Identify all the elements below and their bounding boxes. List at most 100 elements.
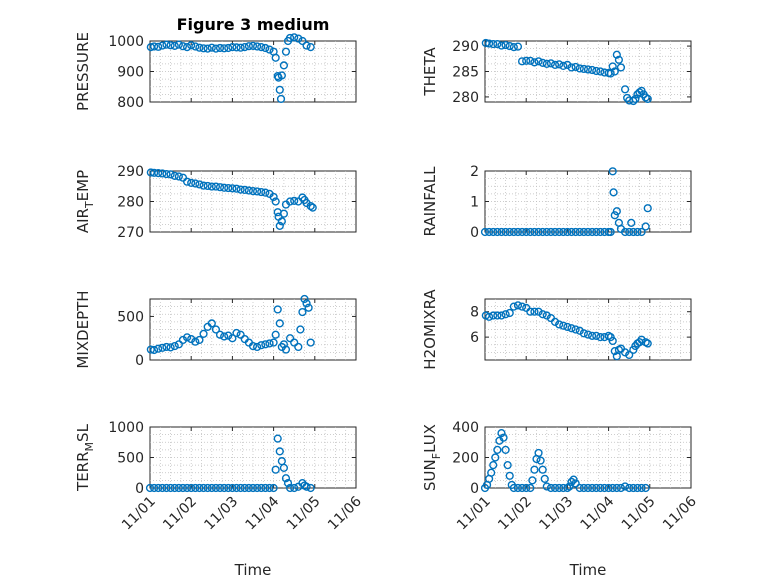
data-point	[283, 479, 293, 488]
data-point	[509, 42, 518, 52]
data-point	[240, 42, 249, 52]
data-point	[530, 465, 539, 474]
subplot-h2omixra: 6 8 H2OMIXRA	[421, 289, 692, 370]
y-tick-label: 500	[117, 451, 144, 467]
data-point	[493, 445, 502, 454]
data-point	[637, 227, 646, 237]
data-point	[224, 331, 233, 340]
data-point	[232, 483, 241, 493]
x-tick-label: 11/01	[454, 494, 494, 534]
data-point	[166, 483, 175, 493]
data-point	[538, 227, 547, 237]
data-point	[635, 88, 644, 97]
data-point	[643, 94, 652, 104]
data-point	[612, 483, 621, 493]
data-point	[236, 483, 245, 493]
data-point	[480, 227, 490, 237]
data-point	[550, 483, 560, 493]
data-point	[261, 340, 270, 349]
data-point	[174, 483, 183, 493]
y-tick-label: 2	[470, 164, 479, 180]
y-axis-label: THETA	[421, 47, 439, 97]
data-point	[592, 227, 601, 237]
data-point	[517, 57, 527, 66]
data-point	[154, 169, 163, 178]
data-point	[253, 187, 262, 196]
data-point	[257, 483, 266, 493]
data-point	[275, 221, 284, 231]
data-point	[614, 55, 624, 64]
data-point	[178, 42, 188, 51]
data-point	[170, 483, 179, 493]
data-point	[220, 332, 229, 341]
y-tick-label: 6	[470, 330, 479, 346]
data-point	[298, 36, 307, 46]
data-point	[625, 227, 634, 237]
data-point	[592, 331, 601, 340]
data-point	[555, 227, 564, 237]
data-point	[559, 227, 568, 237]
data-point	[616, 63, 626, 72]
data-point	[546, 227, 556, 237]
data-point	[261, 43, 270, 53]
data-point	[187, 178, 196, 187]
data-point	[271, 197, 280, 206]
data-point	[534, 227, 543, 237]
y-tick-label: 8	[470, 305, 479, 321]
data-point	[207, 319, 216, 328]
y-tick-label: 800	[117, 95, 144, 111]
data-point	[497, 429, 506, 438]
data-point	[191, 483, 200, 493]
data-point	[290, 483, 299, 493]
x-tick-label: 11/02	[160, 494, 200, 534]
data-point	[244, 42, 253, 51]
data-point	[641, 222, 650, 231]
data-point	[294, 34, 303, 43]
data-point	[571, 62, 580, 72]
data-point	[637, 483, 646, 493]
data-point	[253, 342, 262, 352]
x-tick-label: 11/03	[536, 494, 576, 534]
data-point	[579, 227, 588, 237]
y-tick-label: 290	[452, 39, 479, 55]
data-point	[501, 445, 510, 454]
data-point	[298, 193, 307, 202]
data-point	[236, 185, 245, 194]
data-point	[166, 170, 175, 179]
data-point	[497, 41, 506, 50]
data-point	[620, 348, 630, 357]
data-point	[575, 227, 584, 237]
data-point	[294, 342, 303, 352]
data-point	[150, 42, 159, 51]
data-point	[191, 337, 200, 346]
data-point	[571, 479, 580, 488]
data-point	[257, 187, 266, 197]
x-tick-label: 11/01	[119, 494, 159, 534]
data-point	[540, 474, 549, 483]
subplot-terr-msl: 11/01 11/02 11/03 11/04 11/05 11/06 0 500 1000 TE…	[74, 420, 365, 533]
data-point	[232, 184, 241, 193]
data-point	[600, 483, 609, 493]
data-point	[588, 331, 597, 340]
data-point	[612, 207, 621, 216]
y-tick-label: 200	[452, 451, 479, 467]
data-point	[550, 227, 560, 237]
data-point	[616, 483, 626, 493]
data-point	[271, 465, 280, 474]
data-point	[513, 227, 523, 237]
data-point	[489, 311, 498, 320]
data-point	[228, 184, 237, 193]
data-point	[182, 177, 192, 186]
data-point	[248, 187, 258, 196]
data-point	[257, 341, 266, 350]
data-point	[489, 227, 498, 237]
data-point	[276, 94, 286, 104]
data-point	[509, 302, 518, 311]
y-tick-label: 900	[117, 65, 144, 81]
data-point	[588, 227, 597, 237]
data-point	[182, 333, 192, 342]
data-point	[199, 181, 208, 190]
y-axis-label: H2OMIXRA	[421, 289, 439, 370]
data-point	[579, 483, 588, 493]
y-tick-label: 270	[117, 225, 144, 241]
